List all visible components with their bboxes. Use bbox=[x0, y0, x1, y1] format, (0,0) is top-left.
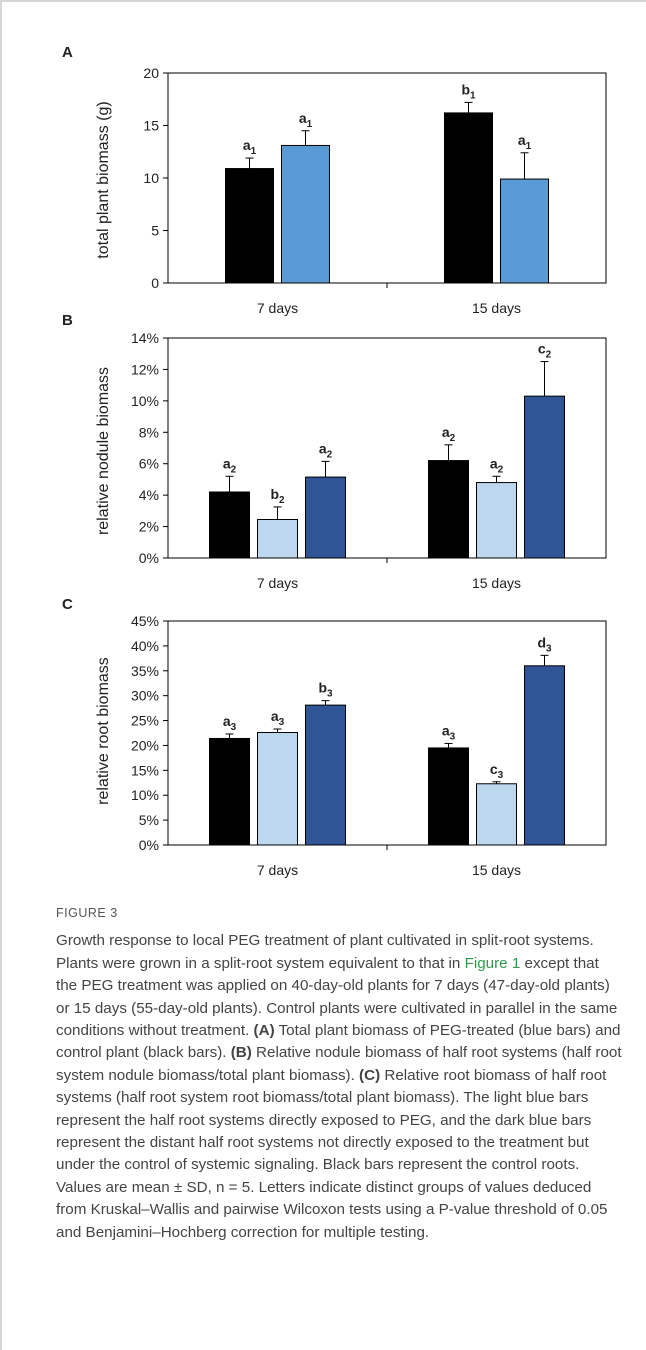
panel-b-plot: 0% 2% 4% 6% 8% 10% 12% 14% 7 days a2 b2 a2 15 days a2… bbox=[131, 330, 607, 591]
y-tick-label: 0% bbox=[139, 837, 159, 853]
bar bbox=[257, 732, 298, 846]
significance-letter: b2 bbox=[270, 486, 285, 506]
panel-c: C relative root biomass 0% 5% 10% 15% 20% 25%… bbox=[62, 596, 607, 878]
bar bbox=[476, 482, 517, 559]
bar bbox=[209, 491, 250, 559]
panel-a: A total plant biomass (g) 0 5 10 15 20 7 days… bbox=[62, 44, 607, 316]
significance-letter: c3 bbox=[490, 761, 504, 781]
significance-letter: a1 bbox=[243, 137, 257, 157]
panel-a-label: A bbox=[62, 44, 73, 61]
bar bbox=[281, 144, 330, 284]
significance-letter: a2 bbox=[490, 455, 504, 475]
significance-letter: a2 bbox=[319, 440, 333, 460]
y-tick-label: 14% bbox=[131, 330, 159, 346]
panel-a-ylabel: total plant biomass (g) bbox=[95, 101, 112, 258]
y-tick-label: 6% bbox=[139, 456, 159, 472]
panel-c-label: C bbox=[62, 596, 73, 613]
y-tick-label: 2% bbox=[139, 519, 159, 535]
caption-label-b: (B) bbox=[230, 1044, 252, 1062]
panel-b-ylabel: relative nodule biomass bbox=[95, 367, 112, 535]
y-tick-label: 0 bbox=[151, 275, 159, 291]
y-tick-label: 45% bbox=[131, 613, 159, 629]
panel-b: B relative nodule biomass 0% 2% 4% 6% 8% 10% 1… bbox=[62, 312, 607, 591]
significance-letter: c2 bbox=[538, 341, 552, 361]
y-tick-label: 0% bbox=[139, 550, 159, 566]
significance-letter: d3 bbox=[537, 634, 552, 654]
y-tick-label: 15 bbox=[143, 118, 159, 134]
y-tick-label: 15% bbox=[131, 762, 159, 778]
caption-label-c: (C) bbox=[359, 1066, 381, 1084]
bar bbox=[305, 704, 346, 846]
frame-left-border bbox=[0, 0, 2, 1350]
y-tick-label: 10% bbox=[131, 787, 159, 803]
y-tick-label: 8% bbox=[139, 424, 159, 440]
caption-text-c: Relative root biomass of half root syste… bbox=[56, 1066, 608, 1241]
x-tick-label: 7 days bbox=[257, 300, 298, 316]
bar bbox=[428, 460, 469, 559]
panel-a-plot: 0 5 10 15 20 7 days a1 a1 15 days b1 a1 bbox=[143, 65, 607, 316]
bar bbox=[428, 747, 469, 846]
y-tick-label: 35% bbox=[131, 663, 159, 679]
y-tick-label: 5% bbox=[139, 812, 159, 828]
panel-b-label: B bbox=[62, 312, 73, 329]
bar bbox=[225, 168, 274, 284]
figure-1-link[interactable]: Figure 1 bbox=[464, 954, 521, 972]
significance-letter: a3 bbox=[442, 722, 456, 742]
bar bbox=[257, 519, 298, 559]
x-tick-label: 15 days bbox=[472, 862, 521, 878]
x-tick-label: 7 days bbox=[257, 862, 298, 878]
bar bbox=[476, 783, 517, 846]
significance-letter: a3 bbox=[271, 708, 285, 728]
bar bbox=[500, 178, 549, 284]
bar bbox=[209, 737, 250, 846]
y-tick-label: 4% bbox=[139, 487, 159, 503]
y-tick-label: 40% bbox=[131, 638, 159, 654]
significance-letter: b3 bbox=[318, 680, 333, 700]
caption-text-intro: Growth response to local PEG treatment o… bbox=[56, 932, 594, 972]
caption-text-methods: except that the PEG treatment was applie… bbox=[56, 954, 618, 1040]
significance-letter: a3 bbox=[223, 713, 237, 733]
y-tick-label: 25% bbox=[131, 713, 159, 729]
y-tick-label: 20% bbox=[131, 737, 159, 753]
figure-panels: A total plant biomass (g) 0 5 10 15 20 7 days… bbox=[62, 44, 607, 878]
figure-caption: FIGURE 3 Growth response to local PEG tr… bbox=[56, 902, 622, 1244]
y-tick-label: 12% bbox=[131, 361, 159, 377]
frame-top-border bbox=[0, 0, 646, 2]
caption-text-b: Relative nodule biomass of half root sys… bbox=[56, 1044, 622, 1084]
bar bbox=[444, 112, 493, 284]
significance-letter: b1 bbox=[461, 81, 476, 101]
y-tick-label: 30% bbox=[131, 688, 159, 704]
x-tick-label: 7 days bbox=[257, 575, 298, 591]
bar bbox=[305, 476, 346, 559]
significance-letter: a2 bbox=[223, 455, 237, 475]
bar bbox=[524, 665, 565, 846]
caption-label-a: (A) bbox=[253, 1022, 275, 1040]
figure-number: FIGURE 3 bbox=[56, 906, 118, 920]
caption-body: Growth response to local PEG treatment o… bbox=[56, 930, 622, 1244]
y-tick-label: 10% bbox=[131, 393, 159, 409]
panel-c-plot: 0% 5% 10% 15% 20% 25% 30% 35% 40% 45% 7 days a3 a3 b3… bbox=[131, 613, 607, 878]
x-tick-label: 15 days bbox=[472, 575, 521, 591]
y-tick-label: 20 bbox=[143, 65, 159, 81]
significance-letter: a2 bbox=[442, 424, 456, 444]
significance-letter: a1 bbox=[518, 132, 532, 152]
caption-text-a: Total plant biomass of PEG-treated (blue… bbox=[56, 1022, 621, 1062]
panel-c-ylabel: relative root biomass bbox=[95, 657, 112, 805]
y-tick-label: 5 bbox=[151, 223, 159, 239]
significance-letter: a1 bbox=[299, 110, 313, 130]
y-tick-label: 10 bbox=[143, 170, 159, 186]
bar bbox=[524, 395, 565, 559]
x-tick-label: 15 days bbox=[472, 300, 521, 316]
